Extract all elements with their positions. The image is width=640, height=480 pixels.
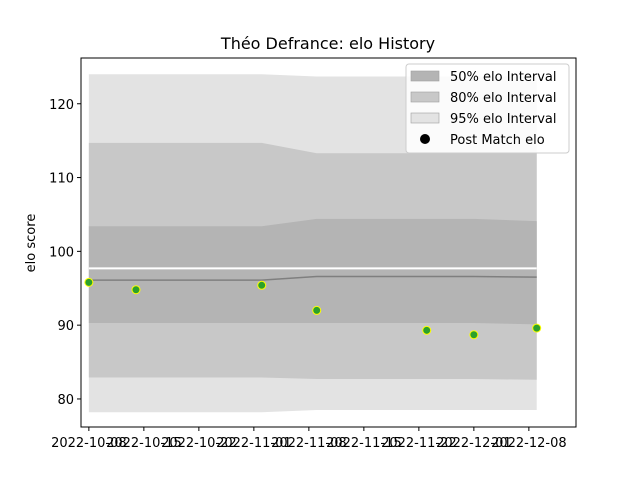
x-tick-label-1: 2022-10-15 <box>106 436 182 451</box>
y-tick-label-3: 110 <box>49 172 74 187</box>
elo-point-4 <box>422 325 432 335</box>
y-tick-label-1: 90 <box>57 319 74 334</box>
elo-point-6 <box>532 323 542 333</box>
legend: 50% elo Interval 80% elo Interval 95% elo … <box>405 63 570 154</box>
legend-swatch-0 <box>410 70 440 82</box>
y-tick-label-0: 80 <box>57 393 74 408</box>
x-tick-label-5: 2022-11-15 <box>326 436 402 451</box>
y-tick-label-2: 100 <box>49 245 74 260</box>
elo-point-3 <box>312 305 322 315</box>
x-tick-label-8: 2022-12-08 <box>491 436 567 451</box>
elo-point-1 <box>131 285 141 295</box>
chart-title: Théo Defrance: elo History <box>220 34 435 53</box>
legend-box <box>405 63 570 154</box>
legend-marker-points <box>420 134 430 144</box>
legend-label-2: 95% elo Interval <box>450 112 557 127</box>
plot-area-frame <box>80 57 577 428</box>
y-axis-ticks: 80 90 100 110 120 <box>49 98 81 408</box>
x-tick-label-6: 2022-11-22 <box>381 436 457 451</box>
legend-label-1: 80% elo Interval <box>450 91 557 106</box>
band-2 <box>88 218 537 325</box>
y-axis-label: elo score <box>24 214 39 273</box>
post-match-elo-points <box>84 277 542 340</box>
legend-swatch-2 <box>410 112 440 124</box>
y-tick-label-4: 120 <box>49 98 74 113</box>
x-tick-label-7: 2022-12-01 <box>436 436 512 451</box>
elo-point-2 <box>257 280 267 290</box>
x-tick-label-2: 2022-10-22 <box>161 436 237 451</box>
legend-label-0: 50% elo Interval <box>450 70 557 85</box>
elo-point-0 <box>84 277 94 287</box>
x-tick-label-0: 2022-10-08 <box>51 436 127 451</box>
legend-swatch-1 <box>410 91 440 103</box>
x-tick-label-3: 2022-11-01 <box>216 436 292 451</box>
x-axis-ticks: 2022-10-082022-10-152022-10-222022-11-01… <box>51 427 567 451</box>
elo-lines <box>88 267 537 281</box>
legend-label-points: Post Match elo <box>450 133 545 148</box>
x-tick-label-4: 2022-11-08 <box>271 436 347 451</box>
interval-bands <box>88 74 537 413</box>
mean-elo-line <box>88 275 537 281</box>
elo-point-5 <box>469 330 479 340</box>
